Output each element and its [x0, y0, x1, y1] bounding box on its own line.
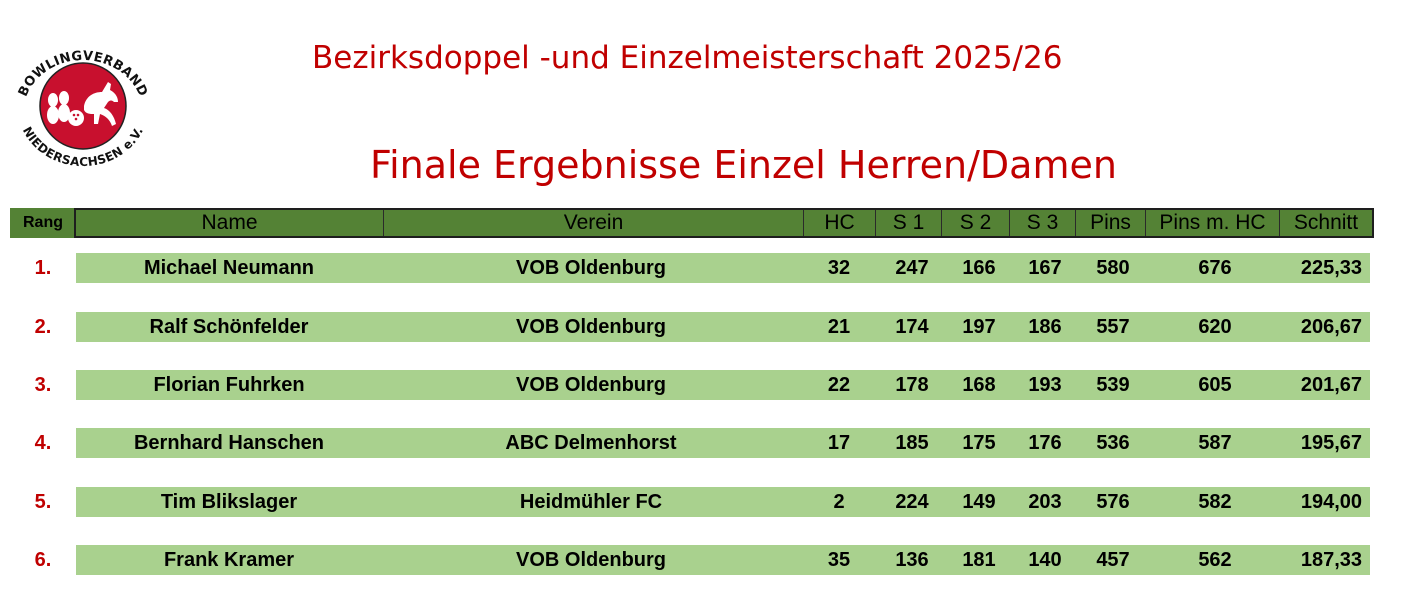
cell-s3: 167	[1028, 257, 1062, 279]
cell-verein: VOB Oldenburg	[516, 316, 666, 338]
cell-schnitt: 194,00	[1300, 491, 1362, 513]
pin-icon	[47, 91, 70, 124]
cell-s1: 185	[895, 432, 929, 454]
cell-pins-hc: 582	[1198, 491, 1232, 513]
row-bar: Frank Kramer VOB Oldenburg 35 136 181 14…	[76, 545, 1370, 575]
table-row: 5. Tim Blikslager Heidmühler FC 2 224 14…	[0, 487, 1402, 517]
cell-pins-hc: 620	[1198, 316, 1232, 338]
cell-s1: 247	[895, 257, 929, 279]
table-header: Rang Name Verein HC S 1 S 2 S 3 Pins Pin…	[10, 208, 1374, 238]
header-hc: HC	[804, 210, 876, 236]
header-s3: S 3	[1010, 210, 1076, 236]
cell-verein: Heidmühler FC	[519, 491, 663, 513]
cell-name: Ralf Schönfelder	[149, 316, 309, 338]
page-title: Bezirksdoppel -und Einzelmeisterschaft 2…	[312, 40, 1063, 76]
row-bar: Tim Blikslager Heidmühler FC 2 224 149 2…	[76, 487, 1370, 517]
cell-hc: 2	[833, 491, 845, 513]
table-row: 4. Bernhard Hanschen ABC Delmenhorst 17 …	[0, 428, 1402, 458]
table-row: 3. Florian Fuhrken VOB Oldenburg 22 178 …	[0, 370, 1402, 400]
bowlingverband-logo: BOWLINGVERBAND NIEDERSACHSEN e.V.	[16, 49, 150, 168]
header-bar: Name Verein HC S 1 S 2 S 3 Pins Pins m. …	[74, 208, 1374, 238]
cell-schnitt: 195,67	[1300, 432, 1362, 454]
cell-rang: 2.	[34, 316, 52, 338]
cell-verein: ABC Delmenhorst	[505, 432, 677, 454]
row-bar: Bernhard Hanschen ABC Delmenhorst 17 185…	[76, 428, 1370, 458]
cell-name: Frank Kramer	[163, 549, 295, 571]
cell-pins-hc: 676	[1198, 257, 1232, 279]
cell-pins: 576	[1096, 491, 1130, 513]
cell-hc: 32	[827, 257, 851, 279]
header-s2: S 2	[942, 210, 1010, 236]
header-name: Name	[76, 210, 384, 236]
header-s1: S 1	[876, 210, 942, 236]
cell-s3: 176	[1028, 432, 1062, 454]
header-pins-hc: Pins m. HC	[1146, 210, 1280, 236]
cell-pins-hc: 562	[1198, 549, 1232, 571]
cell-hc: 21	[827, 316, 851, 338]
cell-s2: 149	[962, 491, 996, 513]
cell-s2: 197	[962, 316, 996, 338]
cell-pins: 557	[1096, 316, 1130, 338]
cell-s1: 178	[895, 374, 929, 396]
cell-rang: 6.	[34, 549, 52, 571]
cell-hc: 35	[827, 549, 851, 571]
cell-rang: 3.	[34, 374, 52, 396]
row-bar: Michael Neumann VOB Oldenburg 32 247 166…	[76, 253, 1370, 283]
cell-s2: 181	[962, 549, 996, 571]
cell-pins-hc: 587	[1198, 432, 1232, 454]
table-row: 6. Frank Kramer VOB Oldenburg 35 136 181…	[0, 545, 1402, 575]
cell-s1: 136	[895, 549, 929, 571]
cell-rang: 5.	[34, 491, 52, 513]
cell-s1: 174	[895, 316, 929, 338]
cell-s3: 193	[1028, 374, 1062, 396]
header-pins: Pins	[1076, 210, 1146, 236]
cell-verein: VOB Oldenburg	[516, 257, 666, 279]
cell-pins: 539	[1096, 374, 1130, 396]
cell-name: Michael Neumann	[143, 257, 315, 279]
header-schnitt: Schnitt	[1293, 211, 1359, 234]
cell-verein: VOB Oldenburg	[516, 549, 666, 571]
cell-verein: VOB Oldenburg	[516, 374, 666, 396]
row-bar: Florian Fuhrken VOB Oldenburg 22 178 168…	[76, 370, 1370, 400]
cell-rang: 1.	[34, 257, 52, 279]
cell-hc: 22	[827, 374, 851, 396]
cell-name: Florian Fuhrken	[153, 374, 305, 396]
cell-pins: 457	[1096, 549, 1130, 571]
page-subtitle: Finale Ergebnisse Einzel Herren/Damen	[370, 143, 1117, 187]
header-verein: Verein	[384, 210, 804, 236]
row-bar: Ralf Schönfelder VOB Oldenburg 21 174 19…	[76, 312, 1370, 342]
table-row: 2. Ralf Schönfelder VOB Oldenburg 21 174…	[0, 312, 1402, 342]
cell-schnitt: 225,33	[1300, 257, 1362, 279]
logo-red-disc	[40, 63, 126, 149]
cell-s2: 166	[962, 257, 996, 279]
table-row: 1. Michael Neumann VOB Oldenburg 32 247 …	[0, 253, 1402, 283]
horse-icon	[84, 82, 118, 126]
cell-s3: 140	[1028, 549, 1062, 571]
cell-name: Tim Blikslager	[160, 491, 298, 513]
cell-name: Bernhard Hanschen	[133, 432, 325, 454]
cell-rang: 4.	[34, 432, 52, 454]
cell-hc: 17	[827, 432, 851, 454]
cell-pins: 536	[1096, 432, 1130, 454]
cell-s3: 203	[1028, 491, 1062, 513]
cell-s2: 168	[962, 374, 996, 396]
cell-s1: 224	[895, 491, 929, 513]
cell-schnitt: 201,67	[1300, 374, 1362, 396]
cell-s2: 175	[962, 432, 996, 454]
header-rang: Rang	[10, 208, 76, 238]
cell-s3: 186	[1028, 316, 1062, 338]
cell-schnitt: 206,67	[1300, 316, 1362, 338]
cell-pins: 580	[1096, 257, 1130, 279]
cell-pins-hc: 605	[1198, 374, 1232, 396]
cell-schnitt: 187,33	[1300, 549, 1362, 571]
